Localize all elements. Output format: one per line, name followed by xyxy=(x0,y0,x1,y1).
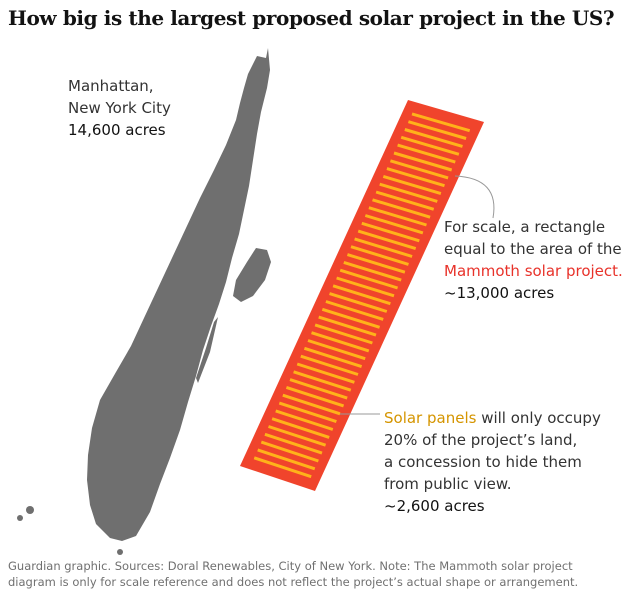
source-footer: Guardian graphic. Sources: Doral Renewab… xyxy=(8,559,579,589)
solar-panel-row xyxy=(361,221,420,243)
liberty-island-map xyxy=(17,515,23,521)
south-islet-map xyxy=(117,549,123,555)
solar-panel-row xyxy=(278,401,337,424)
solar-panel-row xyxy=(400,135,460,156)
solar-panel-row xyxy=(271,417,330,439)
solar-panel-row xyxy=(260,440,319,463)
solar-panel-row xyxy=(336,276,395,298)
solar-panel-row xyxy=(375,190,435,211)
manhattan-area: 14,600 acres xyxy=(68,121,166,139)
manhattan-name-line1: Manhattan, xyxy=(68,77,154,95)
manhattan-island-map xyxy=(87,48,270,541)
manhattan-label: Manhattan, New York City 14,600 acres xyxy=(68,75,171,141)
solar-panel-row xyxy=(289,378,348,400)
solar-panel-row xyxy=(339,268,399,290)
solar-panel-row xyxy=(314,323,373,345)
solar-panel-row xyxy=(303,346,363,369)
solar-panel-row xyxy=(264,432,323,455)
solar-panel-row xyxy=(285,385,345,408)
solar-panel-row xyxy=(393,151,453,172)
solar-panel-row xyxy=(364,214,424,235)
solar-panel-row xyxy=(282,393,341,416)
roosevelt-island-map xyxy=(196,317,218,383)
solar-panel-row xyxy=(346,253,406,274)
scale-project-name: Mammoth solar project. xyxy=(444,262,623,280)
panels-highlight: Solar panels xyxy=(384,409,477,427)
solar-panel-row xyxy=(343,260,402,282)
solar-panel-row xyxy=(318,315,377,337)
scale-area: ~13,000 acres xyxy=(444,284,555,302)
solar-panel-row xyxy=(293,370,352,392)
panels-line1-rest: will only occupy xyxy=(476,409,601,427)
solar-panel-row xyxy=(389,159,449,180)
solar-panel-row xyxy=(354,237,413,258)
solar-panel-row xyxy=(379,182,438,203)
solar-panel-row xyxy=(386,167,445,188)
chart-title: How big is the largest proposed solar pr… xyxy=(8,6,615,30)
governors-island-map xyxy=(26,506,34,514)
solar-panel-row xyxy=(332,284,391,306)
solar-panel-stripes xyxy=(253,112,471,479)
solar-panel-row xyxy=(357,229,417,251)
solar-panel-row xyxy=(382,174,442,196)
solar-panel-row xyxy=(411,112,471,133)
solar-panel-row xyxy=(268,425,327,447)
solar-panel-row xyxy=(325,300,384,321)
solar-panel-row xyxy=(253,456,312,479)
solar-panel-row xyxy=(368,206,427,227)
solar-panel-row xyxy=(397,143,456,164)
panels-line1: Solar panels will only occupy xyxy=(384,407,601,429)
randalls-island-map xyxy=(233,248,271,302)
solar-panel-row xyxy=(321,307,381,329)
solar-panel-row xyxy=(404,128,463,148)
solar-panel-row xyxy=(350,245,409,266)
solar-panel-row xyxy=(329,292,388,313)
panels-line3: a concession to hide them xyxy=(384,453,582,471)
panels-line4: from public view. xyxy=(384,475,512,493)
solar-panel-row xyxy=(311,331,370,353)
scale-rect-label: For scale, a rectangle equal to the area… xyxy=(444,216,623,304)
scale-line1: For scale, a rectangle xyxy=(444,218,606,236)
scale-leader-line xyxy=(454,175,495,219)
solar-panel-row xyxy=(300,354,359,376)
scale-line2: equal to the area of the xyxy=(444,240,622,258)
solar-panel-row xyxy=(407,120,467,140)
panels-label: Solar panels will only occupy 20% of the… xyxy=(384,407,601,517)
solar-panel-row xyxy=(275,409,334,431)
solar-panel-row xyxy=(257,448,316,471)
panels-line2: 20% of the project’s land, xyxy=(384,431,578,449)
solar-panel-row xyxy=(307,339,366,361)
panels-area: ~2,600 acres xyxy=(384,497,485,515)
solar-panel-row xyxy=(296,362,355,384)
manhattan-name-line2: New York City xyxy=(68,99,171,117)
solar-panel-row xyxy=(372,198,431,219)
